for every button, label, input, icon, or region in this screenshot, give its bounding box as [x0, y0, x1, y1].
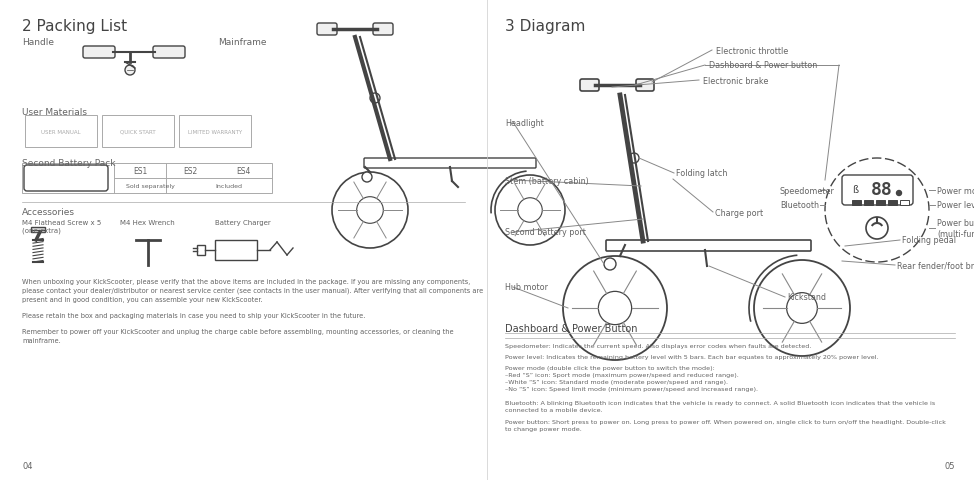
Text: 3 Diagram: 3 Diagram: [505, 19, 585, 34]
FancyBboxPatch shape: [364, 159, 536, 168]
Circle shape: [495, 176, 565, 245]
FancyBboxPatch shape: [580, 80, 599, 92]
Circle shape: [896, 191, 902, 196]
Text: ES2: ES2: [183, 167, 197, 176]
Text: Stem (battery cabin): Stem (battery cabin): [505, 176, 588, 185]
Text: Power mode (double click the power button to switch the mode):
–Red “S” icon: Sp: Power mode (double click the power butto…: [505, 365, 758, 391]
Text: Kickstand: Kickstand: [787, 293, 826, 302]
FancyBboxPatch shape: [373, 24, 393, 36]
Circle shape: [332, 173, 408, 249]
Text: Speedometer: Indicates the current speed. Also displays error codes when faults : Speedometer: Indicates the current speed…: [505, 343, 811, 348]
FancyBboxPatch shape: [83, 47, 115, 59]
Circle shape: [604, 258, 616, 270]
Text: QUICK START: QUICK START: [120, 129, 156, 134]
Bar: [888, 201, 897, 205]
Text: Dashboard & Power button: Dashboard & Power button: [709, 61, 817, 71]
Text: Second battery port: Second battery port: [505, 228, 586, 237]
Text: Sold separately: Sold separately: [126, 184, 174, 189]
Circle shape: [563, 256, 667, 360]
Text: Handle: Handle: [22, 38, 54, 47]
Text: Power level: Indicates the remaining battery level with 5 bars. Each bar equates: Power level: Indicates the remaining bat…: [505, 354, 879, 359]
FancyBboxPatch shape: [636, 80, 654, 92]
Text: ß: ß: [852, 185, 858, 194]
Text: M4 Hex Wrench: M4 Hex Wrench: [120, 219, 174, 226]
Circle shape: [518, 198, 543, 223]
Text: Headlight: Headlight: [505, 118, 543, 127]
Text: Hub motor: Hub motor: [505, 283, 548, 292]
Text: Bluetooth: A blinking Bluetooth icon indicates that the vehicle is ready to conn: Bluetooth: A blinking Bluetooth icon ind…: [505, 400, 935, 412]
Text: Bluetooth: Bluetooth: [780, 201, 819, 210]
Text: Power level: Power level: [937, 201, 974, 210]
Text: ES4: ES4: [236, 167, 250, 176]
Text: please contact your dealer/distributor or nearest service center (see contacts i: please contact your dealer/distributor o…: [22, 288, 483, 294]
Text: Folding latch: Folding latch: [676, 169, 728, 178]
Text: Please retain the box and packaging materials in case you need to ship your Kick: Please retain the box and packaging mate…: [22, 312, 365, 318]
Text: ES1: ES1: [132, 167, 147, 176]
Text: M4 Flathead Screw x 5
(one extra): M4 Flathead Screw x 5 (one extra): [22, 219, 101, 234]
FancyBboxPatch shape: [24, 166, 108, 192]
Text: Folding pedal: Folding pedal: [902, 236, 956, 245]
Text: LIMITED WARRANTY: LIMITED WARRANTY: [188, 129, 243, 134]
Text: Power button
(multi-functional): Power button (multi-functional): [937, 218, 974, 239]
Text: Electronic brake: Electronic brake: [703, 76, 768, 85]
FancyBboxPatch shape: [842, 176, 913, 205]
Text: Included: Included: [215, 184, 243, 189]
Text: Remember to power off your KickScooter and unplug the charge cable before assemb: Remember to power off your KickScooter a…: [22, 328, 454, 334]
Bar: [179, 116, 251, 148]
Circle shape: [598, 292, 632, 325]
FancyBboxPatch shape: [606, 240, 811, 252]
Bar: [31, 228, 45, 232]
Text: User Materials: User Materials: [22, 108, 87, 117]
Circle shape: [866, 217, 888, 240]
Bar: [215, 240, 257, 261]
Text: Dashboard & Power Button: Dashboard & Power Button: [505, 324, 638, 333]
Text: Second Battery Pack: Second Battery Pack: [22, 159, 116, 168]
Circle shape: [787, 293, 817, 324]
FancyBboxPatch shape: [153, 47, 185, 59]
Text: 88: 88: [871, 180, 893, 199]
Text: Speedometer: Speedometer: [780, 186, 835, 195]
Bar: [25, 116, 97, 148]
Text: 2 Packing List: 2 Packing List: [22, 19, 128, 34]
Text: Rear fender/foot brake: Rear fender/foot brake: [897, 261, 974, 270]
Bar: [22, 164, 272, 193]
Circle shape: [370, 94, 380, 104]
Bar: [900, 201, 909, 205]
Text: Mainframe: Mainframe: [218, 38, 267, 47]
Bar: [864, 201, 873, 205]
Bar: [102, 116, 174, 148]
Circle shape: [629, 154, 639, 164]
Circle shape: [125, 66, 135, 76]
Text: Power button: Short press to power on. Long press to power off. When powered on,: Power button: Short press to power on. L…: [505, 419, 946, 431]
Text: When unboxing your KickScooter, please verify that the above items are included : When unboxing your KickScooter, please v…: [22, 278, 470, 285]
Circle shape: [754, 261, 850, 356]
Text: USER MANUAL: USER MANUAL: [41, 129, 81, 134]
Circle shape: [362, 173, 372, 182]
Bar: [197, 245, 205, 255]
Text: Power mode: Power mode: [937, 186, 974, 195]
Text: Battery Charger: Battery Charger: [215, 219, 271, 226]
FancyBboxPatch shape: [317, 24, 337, 36]
Text: 05: 05: [945, 461, 955, 470]
Text: 04: 04: [22, 461, 32, 470]
Text: present and in good condition, you can assemble your new KickScooter.: present and in good condition, you can a…: [22, 296, 263, 302]
Text: mainframe.: mainframe.: [22, 337, 60, 343]
Bar: [852, 201, 861, 205]
Text: Accessories: Accessories: [22, 207, 75, 216]
Bar: [876, 201, 885, 205]
Text: Charge port: Charge port: [715, 208, 763, 217]
Text: Electronic throttle: Electronic throttle: [716, 47, 788, 55]
Circle shape: [356, 197, 384, 224]
